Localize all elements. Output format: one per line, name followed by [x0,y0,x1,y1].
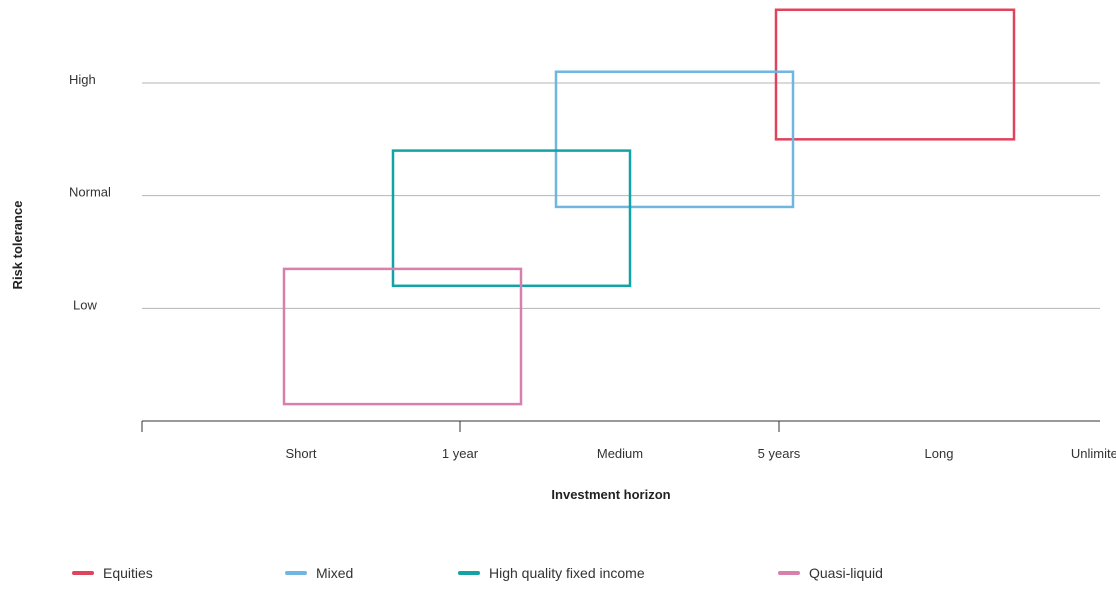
y-tick-labels: Low Normal High [69,72,111,312]
x-tick-label: Unlimited [1071,446,1116,461]
legend-swatch [458,571,480,575]
legend-swatch [72,571,94,575]
range-box-mixed [554,70,795,209]
legend-label: Equities [103,565,153,581]
x-tick-labels: Short 1 year Medium 5 years Long Unlimited [285,446,1116,461]
y-tick-label: High [69,72,96,87]
x-axis-title: Investment horizon [551,487,670,502]
y-axis-title: Risk tolerance [10,201,25,290]
x-tick-label: Medium [597,446,643,461]
range-boxes [282,8,1016,406]
legend-label: Quasi-liquid [809,565,883,581]
range-box-equities [774,8,1016,141]
x-tick-label: 5 years [758,446,801,461]
range-box-high-quality-fixed-income [391,149,632,288]
legend-item: Equities [72,565,153,581]
legend-swatch [778,571,800,575]
legend-label: Mixed [316,565,354,581]
y-tick-label: Normal [69,185,111,200]
x-tick-label: Short [285,446,316,461]
legend-swatch [285,571,307,575]
x-axis [141,420,1100,432]
legend-item: Quasi-liquid [778,565,883,581]
x-tick-label: 1 year [442,446,479,461]
legend-item: Mixed [285,565,353,581]
range-box-quasi-liquid [282,267,523,406]
legend-item: High quality fixed income [458,565,645,581]
x-tick-label: Long [925,446,954,461]
gridlines [142,82,1100,309]
y-tick-label: Low [73,297,97,312]
legend-label: High quality fixed income [489,565,645,581]
